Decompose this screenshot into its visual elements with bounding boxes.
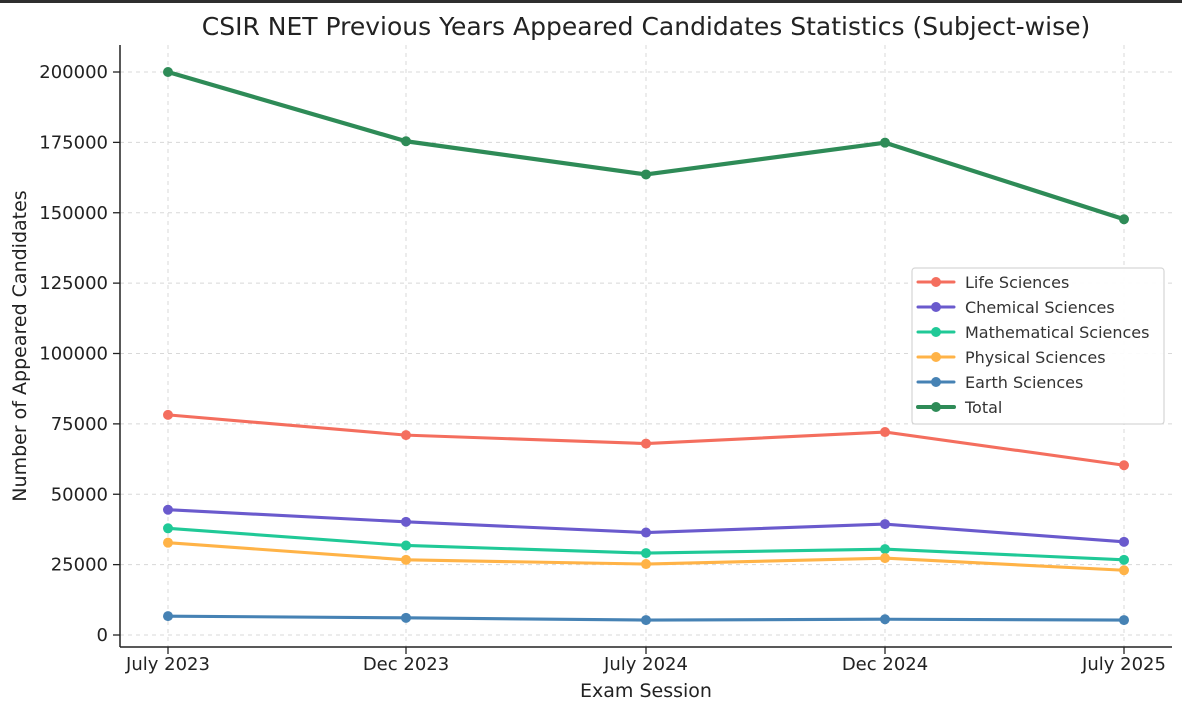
point-chemical-sciences-dec-2023	[401, 516, 411, 527]
point-life-sciences-july-2025	[1119, 460, 1129, 471]
legend-label-total: Total	[964, 398, 1002, 417]
y-tick-label-3: 75000	[51, 414, 108, 435]
top-divider	[0, 0, 1182, 3]
point-total-july-2024	[641, 169, 651, 180]
series-layer	[163, 67, 1129, 626]
point-life-sciences-dec-2023	[401, 430, 411, 441]
axis-layer: 0 25000 50000 75000 100000 125000 150000 175000…	[39, 45, 1172, 675]
point-chemical-sciences-july-2025	[1119, 536, 1129, 547]
point-physical-sciences-dec-2023	[401, 554, 411, 565]
legend-marker-earth-sciences	[931, 377, 941, 387]
point-chemical-sciences-dec-2024	[880, 519, 890, 530]
x-tick-label-4: July 2025	[1081, 654, 1166, 675]
legend: Life Sciences Chemical Sciences Mathematic…	[911, 267, 1165, 425]
legend-marker-physical-sciences	[931, 352, 941, 362]
point-mathematical-sciences-dec-2024	[880, 544, 890, 555]
chart-title: CSIR NET Previous Years Appeared Candida…	[202, 12, 1091, 41]
point-physical-sciences-july-2024	[641, 559, 651, 570]
x-tick-label-1: Dec 2023	[363, 654, 449, 675]
point-physical-sciences-july-2025	[1119, 565, 1129, 576]
legend-label-life-sciences: Life Sciences	[965, 273, 1069, 292]
point-physical-sciences-july-2023	[163, 537, 173, 548]
point-mathematical-sciences-july-2024	[641, 548, 651, 559]
point-earth-sciences-dec-2023	[401, 612, 411, 623]
legend-box	[911, 267, 1165, 425]
point-life-sciences-dec-2024	[880, 427, 890, 438]
point-mathematical-sciences-july-2023	[163, 523, 173, 534]
point-physical-sciences-dec-2024	[880, 553, 890, 564]
x-tick-label-2: July 2024	[603, 654, 688, 675]
point-mathematical-sciences-dec-2023	[401, 540, 411, 551]
y-tick-label-8: 200000	[39, 62, 108, 83]
legend-marker-total	[931, 402, 941, 412]
point-total-dec-2024	[880, 137, 890, 148]
point-total-july-2025	[1119, 214, 1129, 225]
legend-label-earth-sciences: Earth Sciences	[965, 373, 1083, 392]
point-earth-sciences-july-2025	[1119, 615, 1129, 626]
legend-label-mathematical-sciences: Mathematical Sciences	[965, 323, 1149, 342]
y-tick-label-0: 0	[97, 625, 108, 646]
point-chemical-sciences-july-2024	[641, 527, 651, 538]
point-chemical-sciences-july-2023	[163, 504, 173, 515]
y-tick-label-1: 25000	[51, 555, 108, 576]
legend-label-chemical-sciences: Chemical Sciences	[965, 298, 1115, 317]
y-tick-label-2: 50000	[51, 484, 108, 505]
point-earth-sciences-july-2023	[163, 611, 173, 622]
point-life-sciences-july-2024	[641, 438, 651, 449]
point-life-sciences-july-2023	[163, 409, 173, 420]
y-axis-label: Number of Appeared Candidates	[9, 190, 31, 501]
y-tick-label-4: 100000	[39, 344, 108, 365]
y-tick-label-5: 125000	[39, 273, 108, 294]
x-tick-label-3: Dec 2024	[842, 654, 928, 675]
x-tick-label-0: July 2023	[125, 654, 210, 675]
legend-marker-chemical-sciences	[931, 302, 941, 312]
y-tick-label-7: 175000	[39, 132, 108, 153]
point-earth-sciences-dec-2024	[880, 614, 890, 625]
point-total-july-2023	[163, 67, 173, 77]
x-axis-label: Exam Session	[580, 680, 712, 702]
y-tick-label-6: 150000	[39, 203, 108, 224]
legend-marker-life-sciences	[931, 277, 941, 287]
point-earth-sciences-july-2024	[641, 615, 651, 626]
legend-label-physical-sciences: Physical Sciences	[965, 348, 1106, 367]
point-total-dec-2023	[401, 136, 411, 147]
point-mathematical-sciences-july-2025	[1119, 554, 1129, 565]
legend-marker-mathematical-sciences	[931, 327, 941, 337]
